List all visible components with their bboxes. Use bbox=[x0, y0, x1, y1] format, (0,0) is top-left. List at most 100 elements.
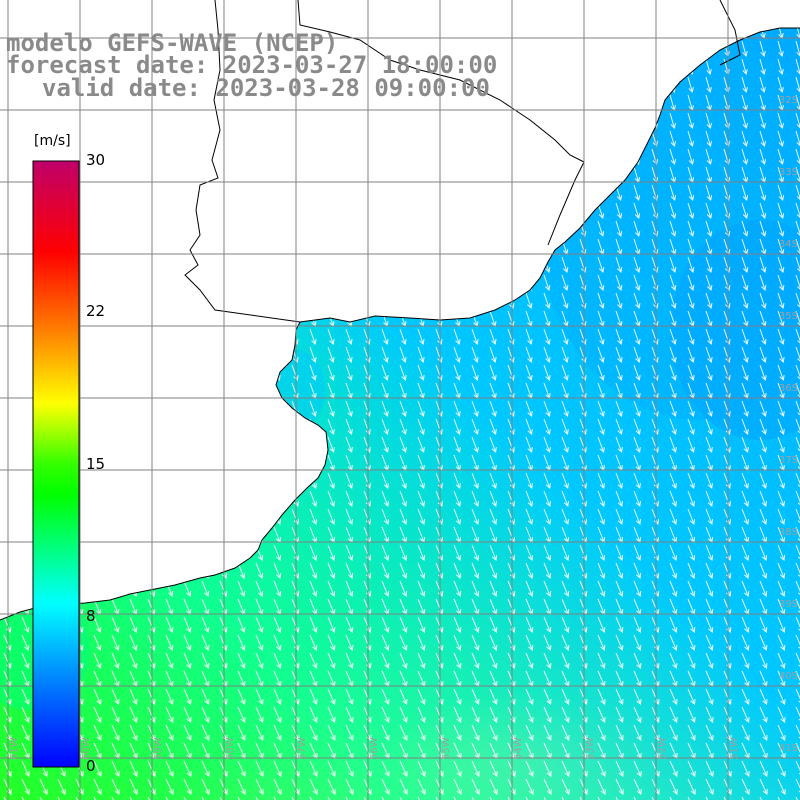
wind-arrow bbox=[615, 346, 623, 363]
wind-arrow bbox=[597, 418, 605, 435]
wind-arrow bbox=[705, 544, 714, 561]
wind-arrow bbox=[669, 346, 677, 363]
river-parana bbox=[184, 0, 301, 323]
wind-arrow bbox=[111, 706, 120, 723]
wind-arrow bbox=[615, 292, 623, 309]
wind-arrow bbox=[795, 454, 800, 471]
wind-arrow bbox=[453, 706, 462, 723]
wind-arrow bbox=[705, 76, 712, 94]
wind-arrow bbox=[237, 760, 246, 777]
wind-arrow bbox=[21, 688, 30, 705]
wind-arrow bbox=[597, 364, 605, 381]
wind-arrow bbox=[417, 760, 426, 777]
wind-arrow bbox=[399, 400, 407, 417]
wind-arrow bbox=[255, 688, 264, 705]
wind-arrow bbox=[561, 724, 570, 741]
wind-arrow bbox=[669, 508, 678, 525]
wind-arrow bbox=[759, 220, 767, 237]
wind-arrow bbox=[759, 490, 767, 507]
wind-arrow bbox=[759, 328, 767, 345]
wind-arrow bbox=[327, 616, 336, 633]
wind-arrow bbox=[381, 580, 390, 597]
wind-arrow bbox=[687, 688, 696, 705]
wind-arrow bbox=[543, 400, 551, 417]
wind-arrow bbox=[741, 760, 750, 777]
wind-arrow bbox=[381, 688, 390, 705]
wind-arrow bbox=[129, 634, 138, 651]
wind-arrow bbox=[309, 346, 317, 363]
wind-arrow bbox=[615, 616, 624, 633]
wind-arrow bbox=[399, 724, 408, 741]
wind-arrow bbox=[381, 472, 389, 489]
wind-arrow bbox=[525, 490, 533, 507]
wind-arrow bbox=[327, 364, 335, 381]
wind-arrow bbox=[795, 220, 800, 237]
wind-arrow bbox=[777, 346, 785, 363]
wind-arrow bbox=[741, 400, 749, 417]
wind-arrow bbox=[471, 400, 479, 417]
wind-arrow bbox=[363, 400, 371, 417]
wind-arrow bbox=[327, 346, 335, 363]
wind-arrow bbox=[381, 724, 390, 741]
wind-arrow bbox=[705, 346, 713, 363]
wind-arrow bbox=[561, 562, 570, 579]
wind-arrow bbox=[471, 364, 479, 381]
wind-arrow bbox=[687, 544, 696, 561]
wind-arrow bbox=[597, 562, 606, 579]
wind-arrow bbox=[399, 634, 408, 651]
wind-arrow bbox=[543, 436, 551, 453]
wind-arrow bbox=[633, 220, 641, 237]
wind-arrow bbox=[489, 472, 497, 489]
wind-arrow bbox=[687, 184, 695, 201]
wind-arrow bbox=[345, 346, 353, 363]
wind-arrow bbox=[471, 634, 480, 651]
wind-arrow bbox=[561, 490, 569, 507]
wind-arrow bbox=[183, 616, 192, 633]
wind-arrow bbox=[273, 760, 282, 777]
wind-arrow bbox=[417, 418, 425, 435]
wind-arrow bbox=[471, 508, 480, 525]
wind-arrow bbox=[381, 490, 389, 507]
wind-arrow bbox=[237, 688, 246, 705]
wind-arrow bbox=[399, 778, 408, 795]
wind-arrow bbox=[525, 292, 533, 309]
wind-arrow bbox=[759, 562, 768, 579]
wind-arrow bbox=[453, 652, 462, 669]
wind-arrow bbox=[777, 706, 786, 723]
wind-arrow bbox=[237, 652, 246, 669]
wind-arrow bbox=[705, 778, 714, 795]
wind-arrow bbox=[165, 778, 174, 795]
wind-arrow bbox=[687, 760, 696, 777]
longitude-label: 57W bbox=[297, 737, 308, 760]
wind-arrow bbox=[777, 436, 785, 453]
wind-arrow bbox=[615, 490, 623, 507]
wind-arrow bbox=[741, 778, 750, 795]
wind-arrow bbox=[705, 400, 713, 417]
wind-arrow bbox=[399, 544, 408, 561]
wind-arrow bbox=[489, 616, 498, 633]
longitude-labels: 61W 60W 59W 58W 57W 56W 55W 54W 53W 52W 51W bbox=[9, 737, 740, 760]
wind-arrow bbox=[579, 508, 588, 525]
wind-arrow bbox=[651, 436, 659, 453]
wind-arrow bbox=[597, 778, 606, 795]
wind-arrow bbox=[165, 706, 174, 723]
wind-arrow bbox=[741, 58, 748, 76]
wind-arrow bbox=[471, 706, 480, 723]
wind-arrow bbox=[777, 40, 784, 58]
wind-arrow bbox=[633, 616, 642, 633]
wind-arrow bbox=[579, 436, 587, 453]
wind-arrow bbox=[489, 400, 497, 417]
wind-arrow bbox=[759, 40, 766, 58]
wind-arrow bbox=[453, 688, 462, 705]
wind-arrow bbox=[111, 724, 120, 741]
latitude-label: 34S bbox=[779, 239, 798, 250]
wind-arrow bbox=[453, 346, 461, 363]
wind-arrow bbox=[669, 724, 678, 741]
wind-arrow bbox=[543, 544, 552, 561]
wind-arrow bbox=[399, 490, 407, 507]
wind-arrow bbox=[381, 508, 390, 525]
wind-arrow bbox=[453, 364, 461, 381]
wind-arrow bbox=[345, 760, 354, 777]
wind-arrow bbox=[489, 634, 498, 651]
wind-arrow bbox=[453, 616, 462, 633]
